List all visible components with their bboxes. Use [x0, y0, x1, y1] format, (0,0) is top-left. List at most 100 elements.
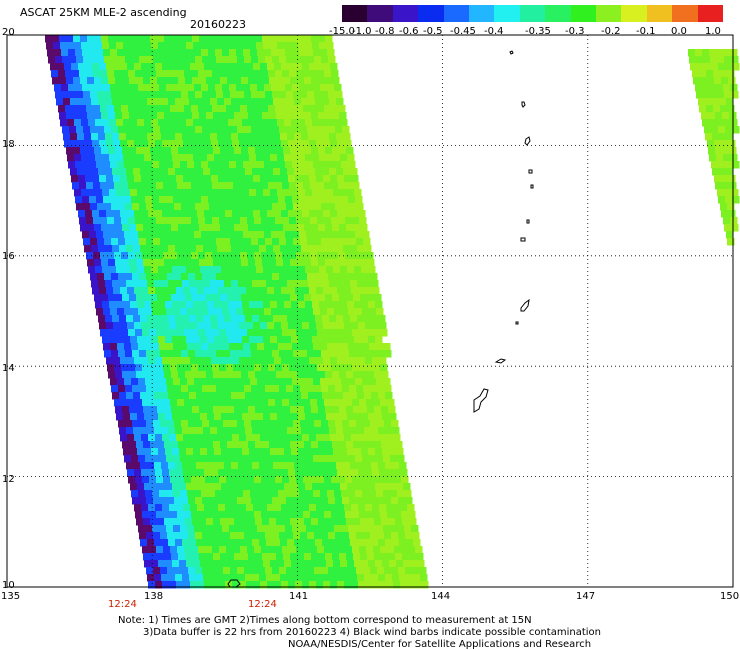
swath-pixel-east: [719, 133, 727, 141]
swath-pixel: [164, 441, 172, 449]
swath-pixel: [290, 224, 298, 232]
swath-pixel: [78, 63, 86, 71]
swath-pixel: [252, 280, 260, 288]
swath-pixel: [322, 280, 330, 288]
swath-pixel: [91, 245, 99, 253]
swath-pixel: [287, 245, 295, 253]
swath-pixel: [203, 245, 211, 253]
swath-pixel: [103, 161, 111, 169]
swath-pixel: [142, 105, 150, 113]
swath-pixel: [212, 217, 220, 225]
swath-pixel: [215, 308, 223, 316]
swath-pixel: [192, 259, 200, 267]
swath-pixel: [145, 343, 153, 351]
lon-label-147: 147: [576, 591, 596, 602]
swath-pixel: [270, 336, 278, 344]
swath-pixel: [204, 63, 212, 71]
swath-pixel: [228, 189, 236, 197]
swath-pixel: [266, 392, 274, 400]
swath-pixel: [177, 364, 185, 372]
swath-pixel: [241, 35, 249, 43]
swath-pixel: [258, 203, 266, 211]
swath-pixel: [161, 462, 169, 470]
swath-pixel: [246, 469, 254, 477]
swath-pixel: [197, 581, 205, 589]
swath-pixel: [131, 231, 139, 239]
swath-pixel: [197, 504, 205, 512]
swath-pixel: [310, 399, 318, 407]
swath-pixel: [244, 56, 252, 64]
swath-pixel: [194, 455, 202, 463]
swath-pixel: [313, 490, 321, 498]
swath-pixel: [242, 560, 250, 568]
swath-pixel: [185, 224, 193, 232]
swath-pixel: [210, 427, 218, 435]
lon-label-141: 141: [289, 591, 309, 602]
swath-pixel: [378, 427, 386, 435]
swath-pixel: [157, 224, 165, 232]
swath-pixel: [102, 42, 110, 50]
swath-pixel: [262, 406, 270, 414]
swath-pixel: [331, 546, 339, 554]
swath-pixel: [357, 245, 365, 253]
swath-pixel: [129, 371, 137, 379]
swath-pixel: [212, 399, 220, 407]
swath-pixel: [333, 301, 341, 309]
swath-pixel: [365, 287, 373, 295]
swath-pixel: [64, 63, 72, 71]
swath-pixel: [114, 70, 122, 78]
swath-pixel: [93, 217, 101, 225]
swath-pixel: [166, 231, 174, 239]
swath-pixel: [259, 245, 267, 253]
swath-pixel: [269, 112, 277, 120]
swath-pixel: [350, 427, 358, 435]
swath-pixel: [188, 273, 196, 281]
swath-pixel: [300, 385, 308, 393]
swath-pixel: [150, 518, 158, 526]
swath-pixel: [365, 581, 373, 589]
swath-pixel: [189, 133, 197, 141]
swath-pixel: [55, 91, 63, 99]
swath-pixel: [249, 483, 257, 491]
swath-pixel: [128, 329, 136, 337]
swath-pixel: [170, 364, 178, 372]
swath-pixel: [146, 532, 154, 540]
swath-pixel-east: [704, 63, 712, 71]
swath-pixel: [335, 273, 343, 281]
swath-pixel: [357, 539, 365, 547]
swath-pixel: [318, 294, 326, 302]
swath-pixel: [134, 175, 142, 183]
swath-pixel: [159, 343, 167, 351]
swath-pixel: [324, 476, 332, 484]
colorbar-segment: [392, 5, 419, 22]
swath-pixel: [281, 504, 289, 512]
swath-pixel: [181, 91, 189, 99]
swath-pixel: [183, 175, 191, 183]
swath-pixel: [95, 266, 103, 274]
swath-pixel: [341, 196, 349, 204]
swath-pixel: [268, 70, 276, 78]
swath-pixel: [276, 259, 284, 267]
swath-pixel: [249, 560, 257, 568]
swath-pixel: [158, 301, 166, 309]
swath-pixel: [324, 105, 332, 113]
swath-pixel: [357, 574, 365, 582]
swath-pixel: [298, 413, 306, 421]
swath-pixel: [193, 266, 201, 274]
swath-pixel: [242, 336, 250, 344]
swath-pixel: [375, 336, 383, 344]
swath-pixel: [132, 91, 140, 99]
swath-pixel: [113, 140, 121, 148]
swath-pixel: [385, 427, 393, 435]
swath-pixel: [189, 168, 197, 176]
swath-pixel: [143, 77, 151, 85]
swath-pixel: [314, 273, 322, 281]
swath-pixel: [268, 399, 276, 407]
swath-pixel: [201, 490, 209, 498]
swath-pixel: [109, 154, 117, 162]
swath-pixel: [263, 42, 271, 50]
colorbar-label: -0.1: [636, 26, 656, 37]
swath-pixel: [318, 147, 326, 155]
swath-pixel: [259, 98, 267, 106]
swath-pixel: [324, 329, 332, 337]
